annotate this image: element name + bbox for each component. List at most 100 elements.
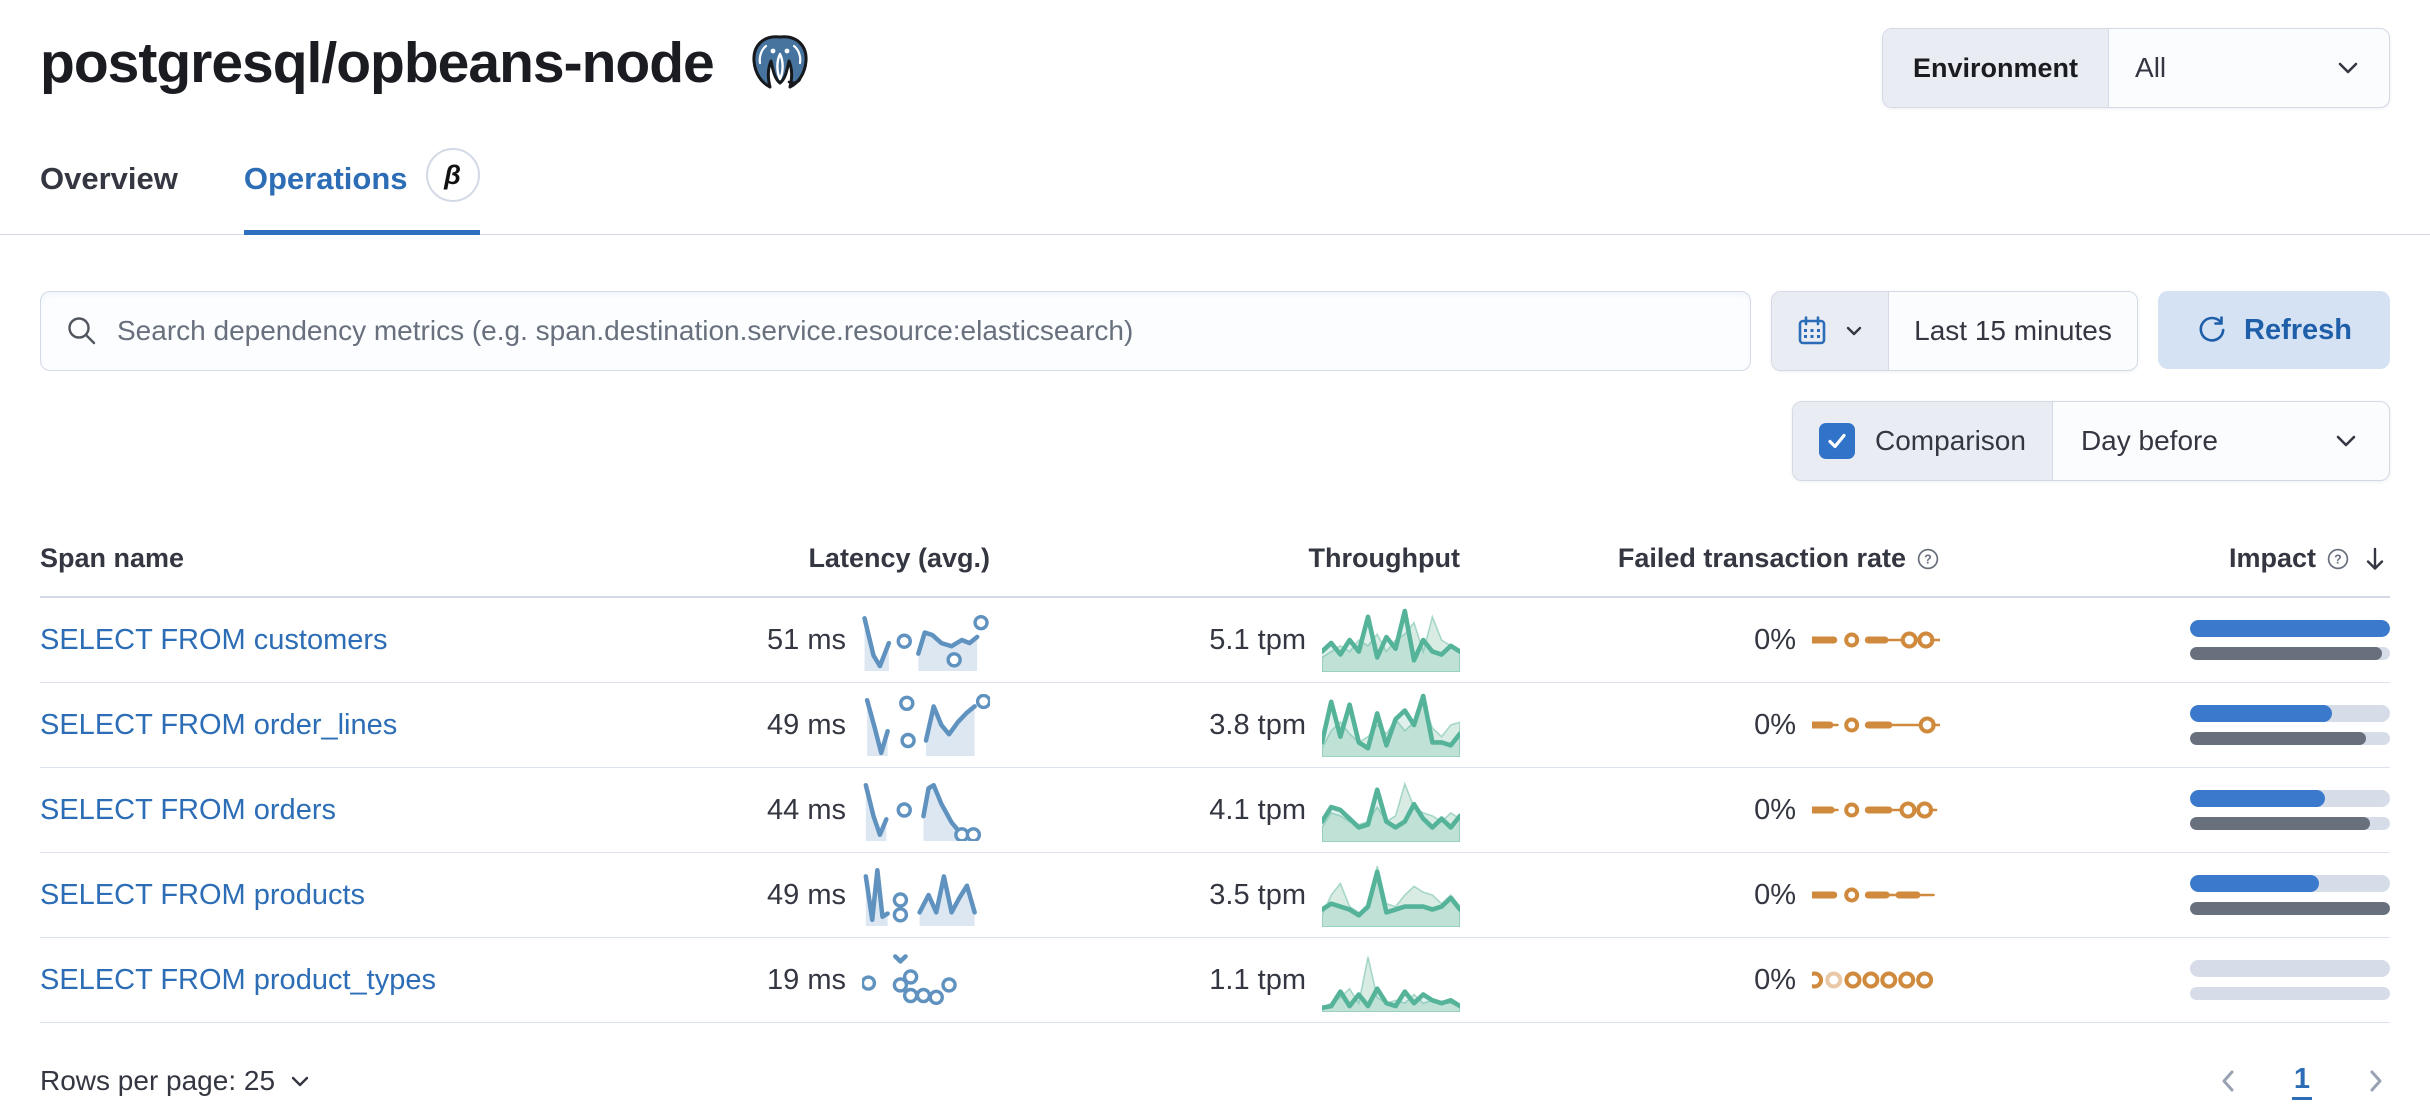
throughput-value: 3.5 tpm [1209,878,1306,911]
tab-bar: Overview Operations β [0,148,2430,235]
impact-bar-current [2190,960,2390,977]
impact-bars [2190,875,2390,915]
span-name-link[interactable]: SELECT FROM product_types [40,963,436,996]
page-number-1[interactable]: 1 [2291,1063,2312,1100]
refresh-button[interactable]: Refresh [2158,291,2390,369]
refresh-label: Refresh [2244,313,2352,346]
tab-overview-label: Overview [40,161,178,196]
chevron-down-icon [2336,435,2356,447]
question-circle-icon: ? [2327,548,2349,569]
failed-rate-sparkline [1812,706,1940,744]
chevron-right-icon [2370,1070,2382,1092]
rows-per-page-button[interactable]: Rows per page: 25 [40,1065,313,1097]
question-circle-icon: ? [1917,548,1939,569]
table-row: SELECT FROM customers 51 ms 5.1 tpm 0% [40,598,2390,683]
svg-text:?: ? [2334,552,2342,566]
throughput-value: 3.8 tpm [1209,708,1306,741]
chevron-down-icon [291,1076,309,1087]
failed-rate-sparkline [1812,961,1940,999]
comparison-label: Comparison [1875,425,2026,456]
comparison-row: Comparison Day before [40,401,2390,481]
environment-label: Environment [1883,29,2110,107]
pagination-bar: Rows per page: 25 1 [40,1049,2390,1113]
throughput-sparkline [1322,948,1460,1012]
throughput-sparkline [1322,608,1460,672]
span-name-link[interactable]: SELECT FROM customers [40,623,388,656]
postgresql-logo-icon [744,30,816,102]
title-wrap: postgresql/opbeans-node [40,26,816,102]
tab-overview[interactable]: Overview [40,152,178,234]
date-quick-select-button[interactable] [1772,292,1889,370]
check-icon [1828,433,1846,449]
table-row: SELECT FROM orders 44 ms 4.1 tpm 0% [40,768,2390,853]
table-row: SELECT FROM products 49 ms 3.5 tpm 0% [40,853,2390,938]
date-picker: Last 15 minutes [1771,291,2138,371]
column-header-failed-rate[interactable]: Failed transaction rate ? [1460,543,1940,574]
failed-rate-sparkline [1812,621,1940,659]
throughput-value: 5.1 tpm [1209,623,1306,656]
latency-sparkline [862,694,990,756]
latency-value: 44 ms [767,793,846,826]
failed-rate-value: 0% [1754,708,1796,741]
refresh-icon [2199,316,2225,342]
tab-operations[interactable]: Operations β [243,148,480,235]
toolbar: Search dependency metrics (e.g. span.des… [40,291,2390,371]
svg-text:?: ? [1924,552,1932,566]
latency-sparkline [862,949,990,1011]
chevron-down-icon [1846,326,1862,336]
failed-rate-value: 0% [1754,963,1796,996]
failed-rate-sparkline [1812,876,1940,914]
table-row: SELECT FROM product_types 19 ms 1.1 tpm 0% [40,938,2390,1023]
throughput-value: 1.1 tpm [1209,963,1306,996]
page-header: postgresql/opbeans-node Environment All [40,26,2390,108]
latency-value: 49 ms [767,878,846,911]
comparison-checkbox[interactable] [1819,423,1855,459]
chevron-left-icon [2222,1070,2234,1092]
latency-value: 51 ms [767,623,846,656]
impact-bar-previous [2190,902,2390,915]
page-title: postgresql/opbeans-node [40,31,715,96]
comparison-toggle[interactable]: Comparison [1793,402,2053,480]
failed-rate-value: 0% [1754,793,1796,826]
calendar-icon [1798,316,1826,345]
search-icon [68,317,96,345]
throughput-value: 4.1 tpm [1209,793,1306,826]
rows-per-page-label: Rows per page: 25 [40,1065,276,1096]
next-page-button[interactable] [2360,1066,2390,1096]
throughput-sparkline [1322,693,1460,757]
column-header-latency[interactable]: Latency (avg.) [808,543,990,573]
column-header-throughput[interactable]: Throughput [1308,543,1460,573]
latency-sparkline [862,609,990,671]
time-range-button[interactable]: Last 15 minutes [1889,292,2137,370]
chevron-down-icon [2338,62,2358,74]
search-placeholder: Search dependency metrics (e.g. span.des… [117,315,1134,346]
failed-rate-value: 0% [1754,878,1796,911]
impact-bar-current [2190,620,2390,637]
previous-page-button[interactable] [2214,1066,2244,1096]
table-header: Span name Latency (avg.) Throughput Fail… [40,533,2390,598]
table-body: SELECT FROM customers 51 ms 5.1 tpm 0% SELEC… [40,598,2390,1023]
comparison-value: Day before [2080,425,2218,456]
span-name-link[interactable]: SELECT FROM order_lines [40,708,398,741]
impact-bar-previous [2190,817,2390,830]
column-header-impact[interactable]: Impact ? [1940,543,2390,574]
span-name-link[interactable]: SELECT FROM orders [40,793,336,826]
page-controls: 1 [2214,1063,2390,1100]
latency-sparkline [862,779,990,841]
impact-bar-current [2190,705,2390,722]
latency-sparkline [862,864,990,926]
impact-bar-previous [2190,987,2390,1000]
operations-table: Span name Latency (avg.) Throughput Fail… [40,533,2390,1023]
span-name-link[interactable]: SELECT FROM products [40,878,366,911]
latency-value: 49 ms [767,708,846,741]
beta-badge: β [425,148,480,202]
failed-rate-sparkline [1812,791,1940,829]
comparison-select[interactable]: Day before [2053,402,2389,480]
impact-bar-current [2190,875,2390,892]
comparison-control: Comparison Day before [1792,401,2390,481]
failed-rate-value: 0% [1754,623,1796,656]
environment-select[interactable]: Environment All [1882,28,2390,108]
table-row: SELECT FROM order_lines 49 ms 3.8 tpm 0% [40,683,2390,768]
search-input[interactable]: Search dependency metrics (e.g. span.des… [40,291,1751,371]
